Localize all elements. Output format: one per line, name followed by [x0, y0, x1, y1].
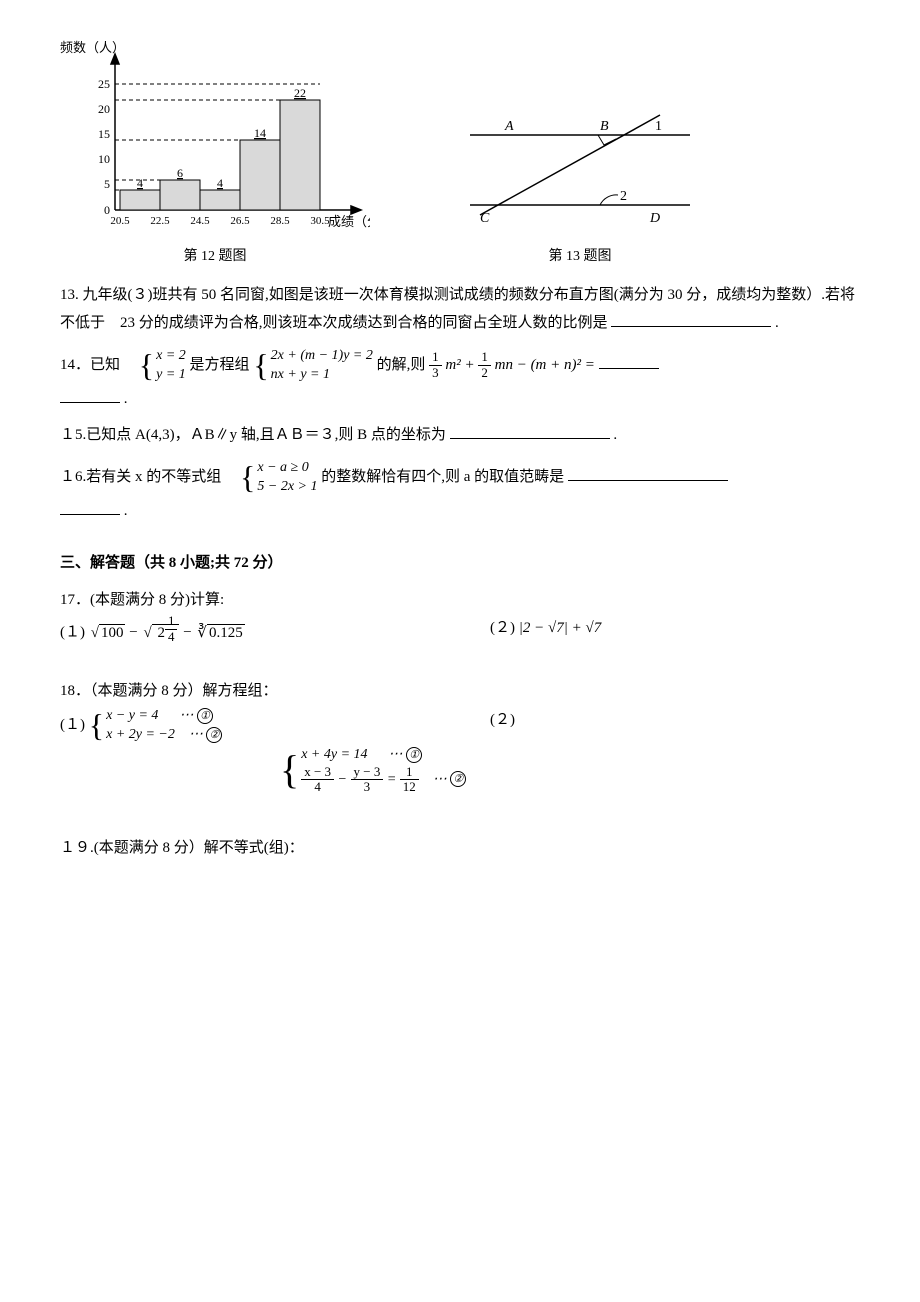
svg-text:C: C	[480, 211, 490, 226]
p16-blank-2	[60, 500, 120, 515]
problem-15: １5.已知点 A(4,3)，ＡB∥y 轴,且ＡＢ＝３,则 B 点的坐标为 .	[60, 421, 860, 450]
p13-blank	[611, 312, 771, 327]
p14-s2r2: nx + y = 1	[271, 365, 373, 385]
diagram-caption: 第 13 题图	[450, 244, 710, 271]
svg-text:D: D	[649, 211, 660, 226]
svg-text:B: B	[600, 119, 609, 134]
svg-text:26.5: 26.5	[230, 215, 250, 227]
p17-sqrt-mixed: 2 1 4	[141, 614, 179, 647]
p17-minus2: −	[183, 625, 195, 641]
p14-prefix: 14．已知	[60, 357, 135, 373]
p15-text: １5.已知点 A(4,3)，ＡB∥y 轴,且ＡＢ＝３,则 B 点的坐标为	[60, 427, 446, 443]
svg-text:4: 4	[137, 176, 143, 190]
p18-system-1: { x − y = 4 ⋯ ① x + 2y = −2 ⋯ ②	[89, 706, 223, 745]
p16-r1: x − a ≥ 0	[257, 458, 317, 478]
svg-text:28.5: 28.5	[270, 215, 290, 227]
geometry-svg: A B 1 C D 2	[450, 100, 710, 240]
p14-tail: .	[124, 391, 128, 407]
p18-part2: { x + 4y = 14 ⋯ ① x − 34 − y − 33 = 112 …	[280, 745, 860, 794]
p17-cbrt: 0.125	[195, 619, 244, 648]
problem-13: 13. 九年级(３)班共有 50 名同窗,如图是该班一次体育模拟测试成绩的频数分…	[60, 281, 860, 338]
p14-frac1: 1 3	[429, 350, 442, 380]
geometry-diagram-block: A B 1 C D 2 第 13 题图	[450, 100, 710, 271]
p14-blank-1	[599, 354, 659, 369]
p18-part1: (１) { x − y = 4 ⋯ ① x + 2y = −2 ⋯ ②	[60, 706, 430, 745]
p17-part1: (１) 100 − 2 1 4 − 0.125	[60, 614, 430, 647]
problem-18: 18．（本题满分 8 分）解方程组： (１) { x − y = 4 ⋯ ① x…	[60, 677, 860, 794]
p17-part2: (２) |2 − √7| + √7	[490, 614, 860, 647]
histogram-svg: 频数（人） 0 5 10 15 20 25	[60, 40, 370, 240]
svg-text:0: 0	[104, 203, 110, 217]
svg-text:22.5: 22.5	[150, 215, 170, 227]
svg-text:24.5: 24.5	[190, 215, 210, 227]
svg-text:5: 5	[104, 177, 110, 191]
p14-blank-2	[60, 388, 120, 403]
p14-mid1: 是方程组	[190, 357, 250, 373]
x-axis-label: 成绩（分）	[328, 214, 370, 229]
p14-s2r1: 2x + (m − 1)y = 2	[271, 346, 373, 366]
p17-head: 17．(本题满分 8 分)计算:	[60, 586, 860, 615]
svg-text:6: 6	[177, 166, 183, 180]
p16-tail: .	[124, 503, 128, 519]
problem-19: １９.(本题满分 8 分）解不等式(组)：	[60, 834, 860, 863]
p14-term2: mn − (m + n)² =	[495, 357, 599, 373]
svg-text:4: 4	[217, 176, 223, 190]
p14-term1: m² +	[445, 357, 474, 373]
p15-blank	[450, 424, 610, 439]
p14-system-2: { 2x + (m − 1)y = 2 nx + y = 1	[253, 346, 373, 385]
p16-system: { x − a ≥ 0 5 − 2x > 1	[240, 458, 317, 497]
p18-p2-label: (２)	[490, 712, 515, 728]
p13-tail: .	[775, 315, 779, 331]
problem-14: 14．已知 { x = 2 y = 1 是方程组 { 2x + (m − 1)y…	[60, 346, 860, 414]
p18-p1-label: (１)	[60, 717, 85, 733]
p14-s1r2: y = 1	[156, 365, 186, 385]
p16-blank-1	[568, 466, 728, 481]
p19-head: １９.(本题满分 8 分）解不等式(组)：	[60, 834, 860, 863]
svg-text:25: 25	[98, 77, 110, 91]
p17-minus1: −	[129, 625, 141, 641]
p18-system-2: { x + 4y = 14 ⋯ ① x − 34 − y − 33 = 112 …	[280, 745, 466, 794]
svg-text:2: 2	[620, 189, 627, 204]
svg-text:A: A	[504, 119, 514, 134]
svg-text:10: 10	[98, 152, 110, 166]
section-3-title: 三、解答题（共 8 小题;共 72 分）	[60, 549, 860, 578]
p18-part2-label-col: (２)	[490, 706, 860, 745]
p15-tail: .	[613, 427, 617, 443]
svg-text:22: 22	[294, 86, 306, 100]
p14-mid2: 的解,则	[377, 357, 426, 373]
svg-text:15: 15	[98, 127, 110, 141]
histogram-caption: 第 12 题图	[60, 244, 370, 271]
p18-head: 18．（本题满分 8 分）解方程组：	[60, 677, 860, 706]
p14-s1r1: x = 2	[156, 346, 186, 366]
p17-p1-label: (１)	[60, 625, 85, 641]
p14-frac2: 1 2	[478, 350, 491, 380]
p16-prefix: １6.若有关 x 的不等式组	[60, 469, 236, 485]
svg-text:20: 20	[98, 102, 110, 116]
problem-17: 17．(本题满分 8 分)计算: (１) 100 − 2 1 4 − 0.125…	[60, 586, 860, 647]
svg-text:1: 1	[655, 119, 662, 134]
p16-r2: 5 − 2x > 1	[257, 477, 317, 497]
p17-sqrt-100: 100	[89, 619, 126, 648]
p14-system-1: { x = 2 y = 1	[139, 346, 186, 385]
svg-text:14: 14	[254, 126, 266, 140]
problem-16: １6.若有关 x 的不等式组 { x − a ≥ 0 5 − 2x > 1 的整…	[60, 458, 860, 526]
p16-mid: 的整数解恰有四个,则 a 的取值范畴是	[321, 469, 568, 485]
figures-row: 频数（人） 0 5 10 15 20 25	[60, 40, 860, 271]
histogram-block: 频数（人） 0 5 10 15 20 25	[60, 40, 370, 271]
p17-p2-label: (２)	[490, 620, 515, 636]
p17-p2-expr: |2 − √7| + √7	[519, 620, 601, 636]
svg-text:20.5: 20.5	[110, 215, 130, 227]
